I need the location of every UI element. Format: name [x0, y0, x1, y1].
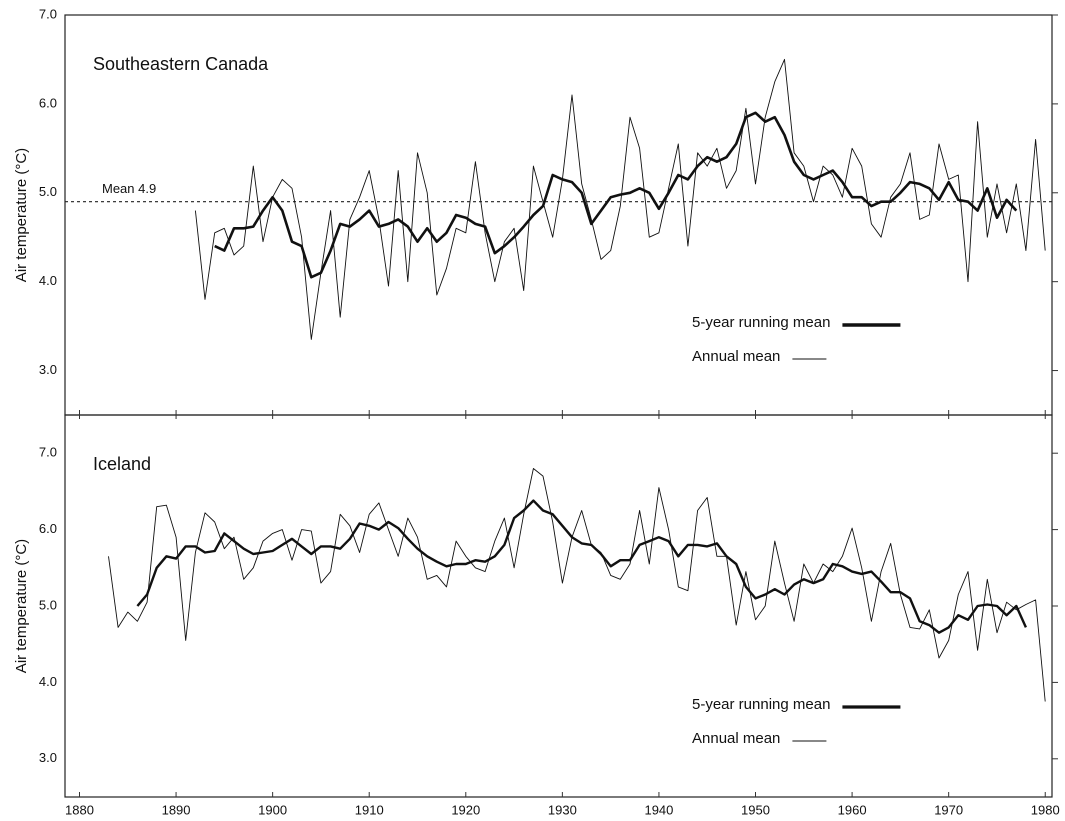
- x-tick-label: 1910: [355, 802, 384, 817]
- legend-label: Annual mean: [692, 348, 780, 365]
- x-tick-label: 1980: [1031, 802, 1060, 817]
- y-tick-label: 3.0: [39, 750, 57, 765]
- y-tick-label: 4.0: [39, 273, 57, 288]
- panel-title: Iceland: [93, 454, 151, 474]
- series-line: [108, 468, 1046, 702]
- x-tick-label: 1900: [258, 802, 287, 817]
- x-tick-label: 1930: [548, 802, 577, 817]
- x-tick-label: 1950: [741, 802, 770, 817]
- y-tick-label: 6.0: [39, 521, 57, 536]
- plot-frame: [64, 14, 1053, 416]
- panel-title: Southeastern Canada: [93, 54, 269, 74]
- series-line: [136, 499, 1027, 634]
- y-tick-label: 6.0: [39, 95, 57, 110]
- legend-label: Annual mean: [692, 730, 780, 747]
- x-tick-label: 1940: [644, 802, 673, 817]
- x-tick-label: 1880: [65, 802, 94, 817]
- x-tick-label: 1970: [934, 802, 963, 817]
- y-tick-label: 7.0: [39, 6, 57, 21]
- x-tick-label: 1890: [162, 802, 191, 817]
- y-tick-label: 7.0: [39, 445, 57, 460]
- y-axis-label: Air temperature (°C): [13, 148, 30, 282]
- series-line: [194, 58, 1046, 340]
- x-tick-label: 1920: [451, 802, 480, 817]
- mean-label: Mean 4.9: [102, 181, 156, 196]
- y-tick-label: 5.0: [39, 597, 57, 612]
- y-tick-label: 4.0: [39, 674, 57, 689]
- y-tick-label: 5.0: [39, 184, 57, 199]
- legend-label: 5-year running mean: [692, 696, 830, 713]
- y-axis-label: Air temperature (°C): [13, 539, 30, 673]
- series-line: [214, 111, 1018, 279]
- x-tick-label: 1960: [838, 802, 867, 817]
- legend-label: 5-year running mean: [692, 314, 830, 331]
- y-tick-label: 3.0: [39, 362, 57, 377]
